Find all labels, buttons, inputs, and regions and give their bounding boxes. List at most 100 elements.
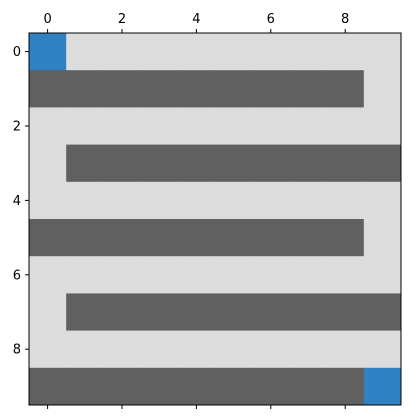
heatmap-cell-r8-c1 [66, 330, 104, 369]
heatmap-cell-r4-c9 [363, 181, 402, 220]
heatmap-cell-r5-c9 [363, 219, 402, 257]
heatmap-cell-r7-c7 [289, 293, 328, 332]
heatmap-cell-r8-c3 [140, 330, 179, 369]
heatmap-cell-r6-c1 [66, 256, 104, 294]
heatmap-cell-r6-c0 [29, 256, 67, 294]
heatmap-cell-r6-c7 [289, 256, 328, 294]
heatmap-cell-r9-c3 [140, 367, 179, 406]
x-tick-label-2: 2 [118, 12, 126, 27]
heatmap-cell-r9-c7 [289, 367, 328, 406]
heatmap-cell-r0-c1 [66, 33, 104, 71]
heatmap-cell-r3-c8 [326, 144, 365, 183]
heatmap-cell-r2-c2 [103, 107, 142, 146]
x-tick-label-4: 4 [192, 12, 200, 27]
x-tick-label-6: 6 [267, 12, 275, 27]
y-tick-label-0: 0 [13, 45, 21, 60]
heatmap-cell-r6-c6 [252, 256, 290, 294]
heatmap-cell-r9-c9 [363, 367, 402, 406]
heatmap-cell-r6-c4 [177, 256, 216, 294]
heatmap-cell-r4-c8 [326, 181, 365, 220]
heatmap-cell-r9-c2 [103, 367, 142, 406]
heatmap-cell-r1-c2 [103, 70, 142, 108]
x-tick-label-0: 0 [43, 12, 51, 27]
heatmap-cell-r8-c9 [363, 330, 402, 369]
heatmap-cell-r0-c3 [140, 33, 179, 71]
heatmap-cell-r8-c6 [252, 330, 290, 369]
y-tick-label-2: 2 [13, 120, 21, 135]
heatmap-cell-r3-c6 [252, 144, 290, 183]
x-axis: 0 2 4 6 8 [43, 12, 349, 409]
heatmap-cell-r1-c7 [289, 70, 328, 108]
heatmap-cell-r8-c8 [326, 330, 365, 369]
heatmap-cell-r5-c2 [103, 219, 142, 257]
heatmap-cell-r1-c9 [363, 70, 402, 108]
y-tick-label-8: 8 [13, 343, 21, 358]
heatmap-cell-r3-c1 [66, 144, 104, 183]
y-axis: 0 2 4 6 8 [13, 45, 29, 358]
heatmap-cell-r5-c6 [252, 219, 290, 257]
heatmap-cell-r3-c4 [177, 144, 216, 183]
heatmap-cell-r7-c1 [66, 293, 104, 332]
heatmap-cell-r1-c3 [140, 70, 179, 108]
y-tick-label-6: 6 [13, 268, 21, 283]
heatmap-cell-r4-c4 [177, 181, 216, 220]
heatmap-cell-r4-c6 [252, 181, 290, 220]
heatmap-cell-r4-c2 [103, 181, 142, 220]
heatmap-cell-r7-c0 [29, 293, 67, 332]
x-tick-label-8: 8 [341, 12, 349, 27]
heatmap-cell-r8-c4 [177, 330, 216, 369]
heatmap-cell-r4-c3 [140, 181, 179, 220]
heatmap-cell-r6-c2 [103, 256, 142, 294]
heatmap-cell-r8-c2 [103, 330, 142, 369]
heatmap-cell-r6-c5 [215, 256, 253, 294]
heatmap-cell-r5-c5 [215, 219, 253, 257]
heatmap-cell-r5-c7 [289, 219, 328, 257]
heatmap-cell-r5-c3 [140, 219, 179, 257]
heatmap-cell-r5-c0 [29, 219, 67, 257]
heatmap-cell-r3-c0 [29, 144, 67, 183]
heatmap-cell-r9-c0 [29, 367, 67, 406]
heatmap-cell-r8-c7 [289, 330, 328, 369]
heatmap-cell-r0-c9 [363, 33, 402, 71]
heatmap-cell-r2-c9 [363, 107, 402, 146]
heatmap-cell-r1-c0 [29, 70, 67, 108]
heatmap-cell-r3-c3 [140, 144, 179, 183]
heatmap-cell-r8-c5 [215, 330, 253, 369]
heatmap-cell-r3-c7 [289, 144, 328, 183]
heatmap-cell-r8-c0 [29, 330, 67, 369]
plot-frame [28, 32, 402, 406]
heatmap-cell-r2-c1 [66, 107, 104, 146]
heatmap-cell-r2-c5 [215, 107, 253, 146]
heatmap-cell-r2-c8 [326, 107, 365, 146]
heatmap-cells [29, 33, 402, 406]
heatmap-cell-r7-c6 [252, 293, 290, 332]
heatmap-cell-r1-c8 [326, 70, 365, 108]
heatmap-cell-r4-c0 [29, 181, 67, 220]
heatmap-cell-r4-c7 [289, 181, 328, 220]
heatmap-cell-r6-c3 [140, 256, 179, 294]
heatmap-cell-r7-c2 [103, 293, 142, 332]
heatmap-cell-r0-c5 [215, 33, 253, 71]
heatmap-cell-r6-c9 [363, 256, 402, 294]
heatmap-cell-r4-c1 [66, 181, 104, 220]
heatmap-cell-r1-c4 [177, 70, 216, 108]
heatmap-cell-r3-c9 [363, 144, 402, 183]
heatmap-cell-r0-c4 [177, 33, 216, 71]
heatmap-cell-r9-c5 [215, 367, 253, 406]
heatmap-cell-r7-c9 [363, 293, 402, 332]
heatmap-cell-r3-c2 [103, 144, 142, 183]
heatmap-cell-r9-c4 [177, 367, 216, 406]
heatmap-cell-r9-c8 [326, 367, 365, 406]
heatmap-cell-r1-c1 [66, 70, 104, 108]
heatmap-cell-r2-c3 [140, 107, 179, 146]
heatmap-cell-r0-c0 [29, 33, 67, 71]
heatmap-cell-r5-c1 [66, 219, 104, 257]
heatmap-cell-r0-c8 [326, 33, 365, 71]
heatmap-cell-r3-c5 [215, 144, 253, 183]
heatmap-cell-r0-c7 [289, 33, 328, 71]
heatmap-cell-r5-c8 [326, 219, 365, 257]
heatmap-cell-r0-c2 [103, 33, 142, 71]
heatmap-cell-r6-c8 [326, 256, 365, 294]
heatmap-cell-r7-c3 [140, 293, 179, 332]
heatmap-cell-r7-c8 [326, 293, 365, 332]
